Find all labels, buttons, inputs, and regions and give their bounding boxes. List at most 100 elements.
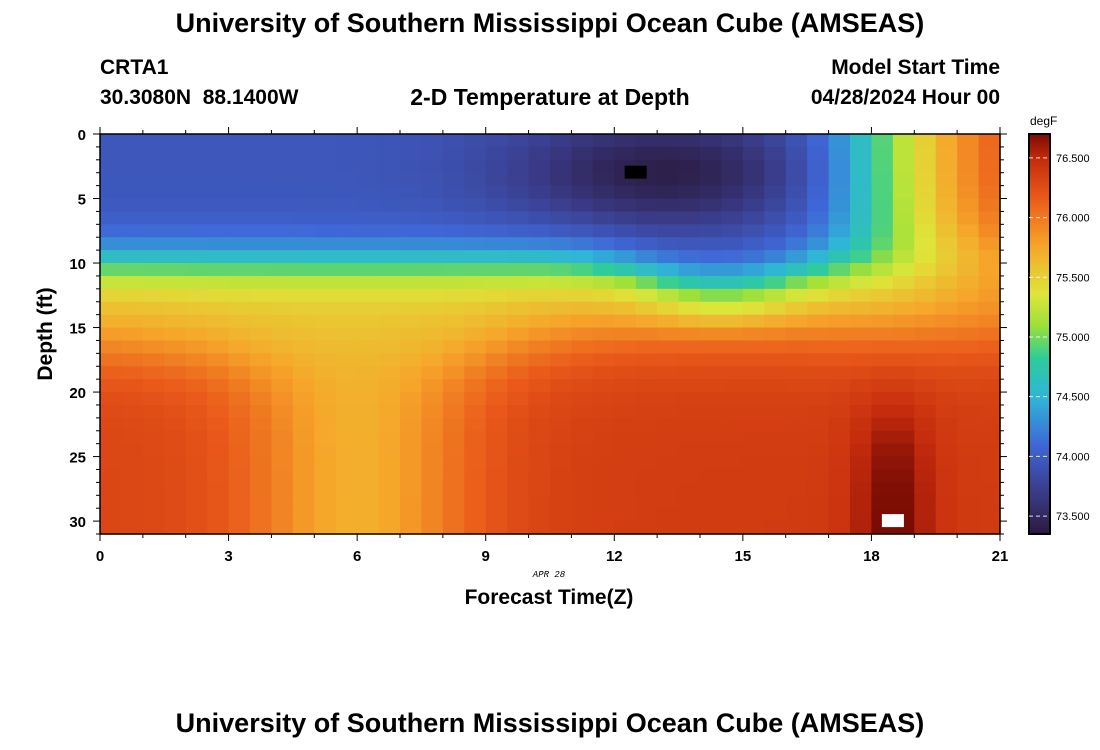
heatmap-cell — [871, 353, 894, 367]
heatmap-cell — [292, 301, 315, 316]
heatmap-cell — [314, 508, 337, 522]
heatmap-cell — [121, 314, 144, 329]
heatmap-cell — [550, 288, 573, 303]
heatmap-cell — [892, 392, 915, 406]
x-tick-label: 18 — [863, 548, 880, 565]
heatmap-cell — [721, 159, 744, 174]
heatmap-cell — [485, 521, 508, 535]
heatmap-cell — [100, 185, 123, 200]
heatmap-cell — [185, 146, 208, 161]
heatmap-cell — [464, 185, 487, 200]
heatmap-cell — [935, 146, 958, 161]
heatmap-cell — [571, 482, 594, 496]
heatmap-cell — [657, 327, 680, 342]
heatmap-cell — [592, 340, 615, 354]
heatmap-cell — [164, 521, 187, 535]
heatmap-cell — [785, 443, 808, 458]
heatmap-cell — [635, 353, 658, 367]
x-tick-label: 3 — [224, 548, 232, 565]
heatmap-cell — [442, 353, 465, 367]
heatmap-cell — [400, 379, 423, 393]
heatmap-cell — [871, 263, 894, 277]
heatmap-cell — [250, 263, 273, 277]
heatmap-cell — [935, 379, 958, 393]
heatmap-cell — [228, 224, 251, 238]
heatmap-cell — [485, 366, 508, 380]
y-tick-label: 20 — [69, 385, 86, 402]
heatmap-cell — [250, 443, 273, 458]
heatmap-cell — [228, 456, 251, 471]
heatmap-cell — [700, 314, 723, 329]
heatmap-cell — [378, 379, 401, 393]
heatmap-cell — [421, 430, 444, 445]
heatmap-cell — [892, 482, 915, 496]
heatmap-cell — [935, 443, 958, 458]
heatmap-cell — [892, 430, 915, 445]
heatmap-cell — [164, 185, 187, 200]
heatmap-cell — [807, 134, 830, 148]
heatmap-cell — [807, 443, 830, 458]
heatmap-cell — [442, 417, 465, 432]
heatmap-cell — [464, 134, 487, 148]
heatmap-cell — [207, 275, 230, 290]
heatmap-cell — [614, 469, 637, 483]
heatmap-cell — [571, 237, 594, 251]
heatmap-cell — [292, 288, 315, 303]
heatmap-cell — [271, 417, 294, 432]
heatmap-cell — [657, 146, 680, 161]
heatmap-cell — [957, 469, 980, 483]
heatmap-cell — [807, 198, 830, 213]
heatmap-cell — [828, 172, 851, 187]
heatmap-cell — [764, 146, 787, 161]
heatmap-cell — [892, 443, 915, 458]
heatmap-cell — [378, 353, 401, 367]
heatmap-cell — [657, 456, 680, 471]
heatmap-cell — [764, 301, 787, 316]
heatmap-cell — [357, 250, 380, 264]
heatmap-cell — [914, 159, 937, 174]
heatmap-cell — [935, 250, 958, 264]
heatmap-cell — [571, 508, 594, 522]
heatmap-cell — [292, 340, 315, 354]
heatmap-cell — [142, 327, 165, 342]
heatmap-cell — [228, 159, 251, 174]
heatmap-cell — [292, 353, 315, 367]
heatmap-cell — [721, 392, 744, 406]
heatmap-cell — [528, 198, 551, 213]
heatmap-cell — [635, 198, 658, 213]
heatmap-cell — [100, 159, 123, 174]
heatmap-cell — [100, 495, 123, 509]
heatmap-cell — [764, 263, 787, 277]
heatmap-cell — [292, 224, 315, 238]
heatmap-cell — [121, 275, 144, 290]
heatmap-cell — [378, 288, 401, 303]
heatmap-cell — [271, 392, 294, 406]
heatmap-cell — [100, 134, 123, 148]
heatmap-cell — [978, 159, 1001, 174]
heatmap-cell — [378, 301, 401, 316]
heatmap-cell — [957, 417, 980, 432]
heatmap-cell — [207, 237, 230, 251]
heatmap-cell — [914, 482, 937, 496]
heatmap-cell — [357, 366, 380, 380]
heatmap-cell — [314, 301, 337, 316]
heatmap-cell — [442, 495, 465, 509]
heatmap-cell — [614, 198, 637, 213]
heatmap-cell — [550, 379, 573, 393]
heatmap-cell — [100, 198, 123, 213]
heatmap-cell — [592, 456, 615, 471]
heatmap-cell — [700, 172, 723, 187]
heatmap-cell — [957, 263, 980, 277]
heatmap-cell — [742, 146, 765, 161]
heatmap-cell — [635, 366, 658, 380]
heatmap-cell — [314, 340, 337, 354]
heatmap-cell — [807, 404, 830, 419]
heatmap-cell — [421, 185, 444, 200]
heatmap-cell — [464, 430, 487, 445]
heatmap-cell — [785, 224, 808, 238]
heatmap-cell — [871, 482, 894, 496]
heatmap-cell — [850, 250, 873, 264]
heatmap-cell — [121, 340, 144, 354]
heatmap-cell — [742, 224, 765, 238]
heatmap-cell — [742, 482, 765, 496]
